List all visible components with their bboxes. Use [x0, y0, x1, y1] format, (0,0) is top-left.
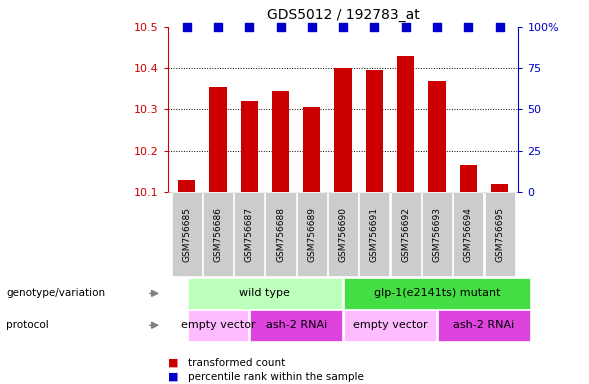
Text: glp-1(e2141ts) mutant: glp-1(e2141ts) mutant [373, 288, 500, 298]
Bar [272, 91, 289, 192]
Bar [366, 70, 383, 192]
Text: GSM756686: GSM756686 [213, 207, 223, 262]
Text: protocol: protocol [6, 320, 49, 330]
Point [213, 24, 223, 30]
Point [244, 24, 254, 30]
Bar [178, 180, 195, 192]
Text: GSM756687: GSM756687 [244, 207, 254, 262]
Point [338, 24, 348, 30]
Bar [491, 184, 508, 192]
Bar [397, 56, 414, 192]
Text: ■: ■ [168, 358, 178, 368]
Bar [209, 87, 227, 192]
Text: GSM756689: GSM756689 [307, 207, 316, 262]
Text: GSM756692: GSM756692 [401, 207, 410, 262]
Text: GSM756694: GSM756694 [464, 207, 473, 262]
Point [307, 24, 316, 30]
Point [182, 24, 191, 30]
Point [370, 24, 379, 30]
Point [495, 24, 504, 30]
Point [432, 24, 442, 30]
Text: empty vector: empty vector [181, 320, 255, 330]
Point [464, 24, 473, 30]
Text: empty vector: empty vector [353, 320, 428, 330]
Text: GSM756690: GSM756690 [339, 207, 348, 262]
Text: GSM756688: GSM756688 [276, 207, 285, 262]
Text: ■: ■ [168, 372, 178, 382]
Bar [241, 101, 258, 192]
Bar [428, 81, 445, 192]
Text: GSM756691: GSM756691 [370, 207, 379, 262]
Text: ash-2 RNAi: ash-2 RNAi [266, 320, 327, 330]
Bar [303, 108, 320, 192]
Point [401, 24, 411, 30]
Text: transformed count: transformed count [188, 358, 286, 368]
Text: wild type: wild type [239, 288, 290, 298]
Text: GSM756695: GSM756695 [495, 207, 504, 262]
Text: ash-2 RNAi: ash-2 RNAi [454, 320, 515, 330]
Bar [459, 165, 477, 192]
Text: GSM756693: GSM756693 [432, 207, 442, 262]
Point [276, 24, 285, 30]
Text: GSM756685: GSM756685 [182, 207, 191, 262]
Text: genotype/variation: genotype/variation [6, 288, 105, 298]
Text: percentile rank within the sample: percentile rank within the sample [188, 372, 365, 382]
Bar [335, 68, 352, 192]
Title: GDS5012 / 192783_at: GDS5012 / 192783_at [267, 8, 419, 22]
